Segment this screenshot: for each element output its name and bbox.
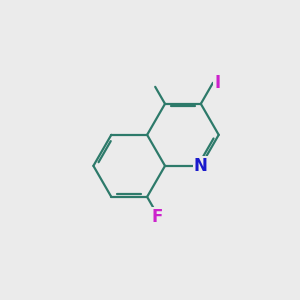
Text: N: N (194, 157, 208, 175)
Text: F: F (151, 208, 163, 226)
Text: I: I (214, 74, 220, 92)
